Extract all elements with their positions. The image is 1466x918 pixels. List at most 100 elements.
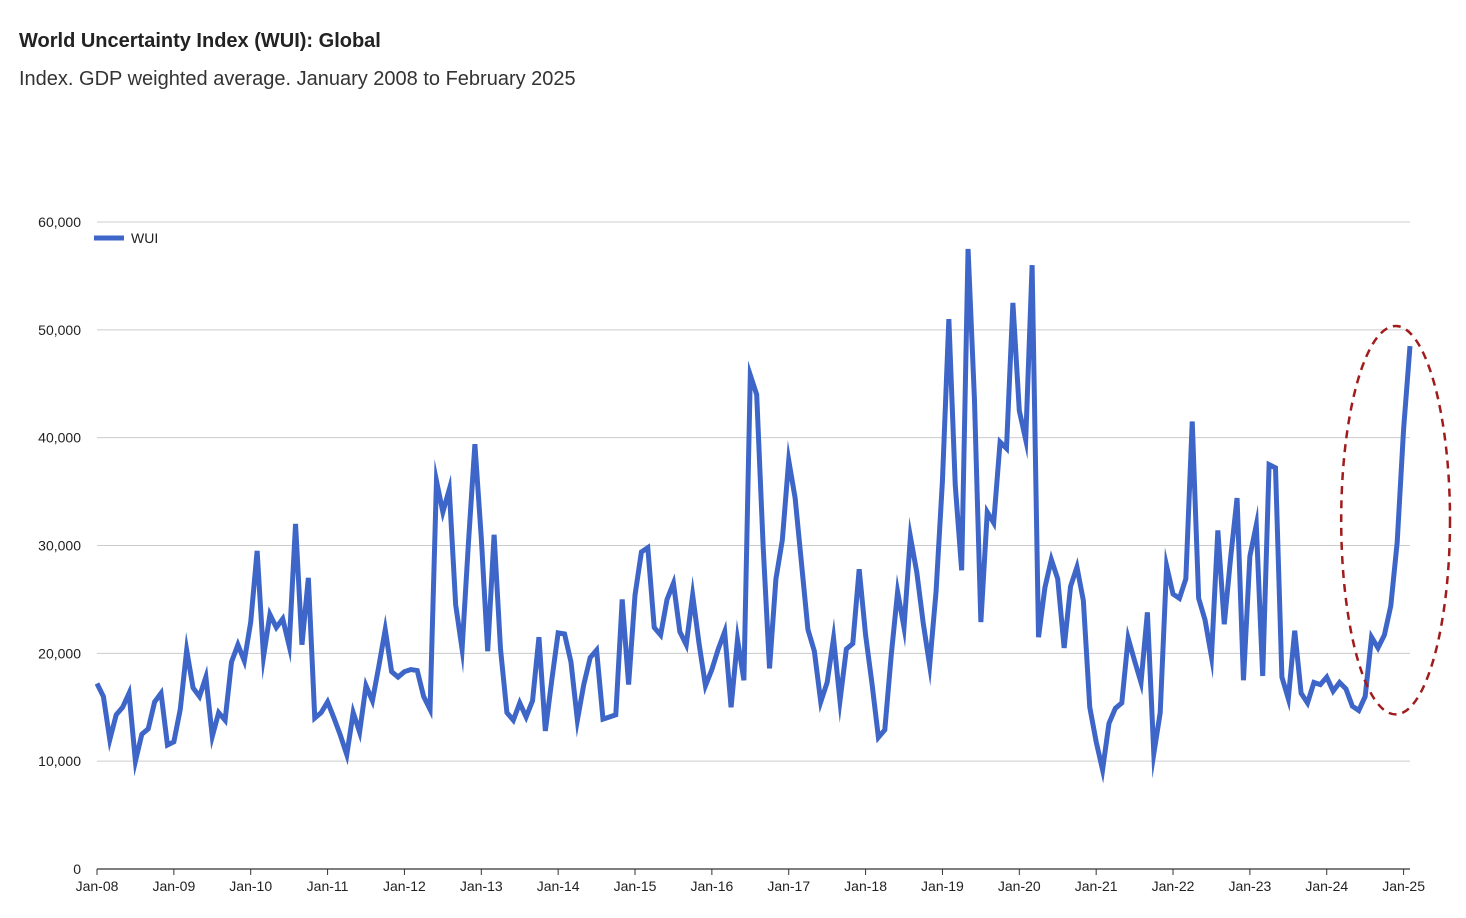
data-point bbox=[960, 568, 964, 572]
data-point bbox=[1382, 633, 1386, 637]
data-point bbox=[204, 675, 208, 679]
data-point bbox=[326, 700, 330, 704]
x-tick-label: Jan-18 bbox=[844, 878, 887, 894]
data-point bbox=[639, 550, 643, 554]
data-point bbox=[787, 458, 791, 462]
data-point bbox=[761, 544, 765, 548]
y-tick-label: 20,000 bbox=[38, 645, 81, 661]
data-point bbox=[383, 628, 387, 632]
data-point bbox=[1171, 592, 1175, 596]
data-point bbox=[300, 643, 304, 647]
data-point bbox=[665, 597, 669, 601]
data-point bbox=[1004, 446, 1008, 450]
data-point bbox=[908, 535, 912, 539]
data-point bbox=[601, 717, 605, 721]
data-point bbox=[1081, 599, 1085, 603]
data-point bbox=[1184, 577, 1188, 581]
data-point bbox=[127, 691, 131, 695]
data-point bbox=[1197, 596, 1201, 600]
data-point bbox=[242, 659, 246, 663]
data-point bbox=[806, 628, 810, 632]
data-point bbox=[870, 682, 874, 686]
data-point bbox=[370, 699, 374, 703]
data-point bbox=[486, 649, 490, 653]
data-point bbox=[165, 743, 169, 747]
data-point bbox=[1216, 528, 1220, 532]
data-point bbox=[434, 479, 438, 483]
data-point bbox=[447, 487, 451, 491]
data-point bbox=[1043, 586, 1047, 590]
data-point bbox=[1190, 419, 1194, 423]
data-point bbox=[454, 603, 458, 607]
data-point bbox=[569, 660, 573, 664]
data-point bbox=[582, 683, 586, 687]
data-point bbox=[652, 625, 656, 629]
data-point bbox=[633, 593, 637, 597]
data-point bbox=[1248, 554, 1252, 558]
data-point bbox=[992, 521, 996, 525]
data-point bbox=[197, 694, 201, 698]
y-tick-label: 60,000 bbox=[38, 214, 81, 230]
data-point bbox=[210, 734, 214, 738]
x-tick-label: Jan-08 bbox=[76, 878, 119, 894]
data-point bbox=[543, 729, 547, 733]
data-point bbox=[1017, 409, 1021, 413]
data-point bbox=[800, 562, 804, 566]
x-tick-label: Jan-19 bbox=[921, 878, 964, 894]
data-point bbox=[921, 621, 925, 625]
data-point bbox=[998, 440, 1002, 444]
data-point bbox=[531, 699, 535, 703]
data-point bbox=[1229, 555, 1233, 559]
x-tick-label: Jan-24 bbox=[1305, 878, 1348, 894]
data-point bbox=[422, 694, 426, 698]
data-point bbox=[1139, 680, 1143, 684]
data-point bbox=[460, 647, 464, 651]
series-line-wui bbox=[94, 248, 1413, 784]
data-point bbox=[146, 727, 150, 731]
data-point bbox=[889, 653, 893, 657]
data-point bbox=[883, 728, 887, 732]
data-point bbox=[185, 648, 189, 652]
x-tick-label: Jan-22 bbox=[1152, 878, 1195, 894]
data-point bbox=[1152, 752, 1156, 756]
data-point bbox=[755, 393, 759, 397]
data-point bbox=[1402, 427, 1406, 431]
chart-subtitle: Index. GDP weighted average. January 200… bbox=[19, 68, 576, 90]
data-point bbox=[627, 683, 631, 687]
data-point bbox=[1113, 706, 1117, 710]
data-point bbox=[223, 718, 227, 722]
data-point bbox=[575, 718, 579, 722]
data-point bbox=[691, 593, 695, 597]
data-point bbox=[332, 716, 336, 720]
data-point bbox=[108, 738, 112, 742]
data-point bbox=[703, 684, 707, 688]
data-point bbox=[1370, 635, 1374, 639]
data-point bbox=[466, 540, 470, 544]
data-point bbox=[684, 643, 688, 647]
y-tick-label: 40,000 bbox=[38, 430, 81, 446]
data-point bbox=[1088, 705, 1092, 709]
data-point bbox=[1165, 564, 1169, 568]
x-tick-label: Jan-14 bbox=[537, 878, 580, 894]
x-tick-label: Jan-11 bbox=[307, 878, 349, 894]
data-point bbox=[1254, 523, 1258, 527]
data-point bbox=[1094, 740, 1098, 744]
data-point bbox=[1338, 680, 1342, 684]
data-point bbox=[556, 631, 560, 635]
data-point bbox=[697, 642, 701, 646]
data-point bbox=[1344, 687, 1348, 691]
data-point bbox=[1274, 466, 1278, 470]
data-point bbox=[902, 625, 906, 629]
data-point bbox=[825, 680, 829, 684]
axes: 0 10,000 20,000 30,000 40,000 50,000 60,000 Jan… bbox=[38, 214, 1425, 894]
data-point bbox=[876, 735, 880, 739]
x-tick-label: Jan-12 bbox=[383, 878, 426, 894]
data-point bbox=[735, 637, 739, 641]
data-point bbox=[511, 718, 515, 722]
data-point bbox=[1062, 646, 1066, 650]
data-point bbox=[1222, 622, 1226, 626]
data-point bbox=[928, 663, 932, 667]
data-point bbox=[607, 715, 611, 719]
x-tick-label: Jan-15 bbox=[614, 878, 657, 894]
